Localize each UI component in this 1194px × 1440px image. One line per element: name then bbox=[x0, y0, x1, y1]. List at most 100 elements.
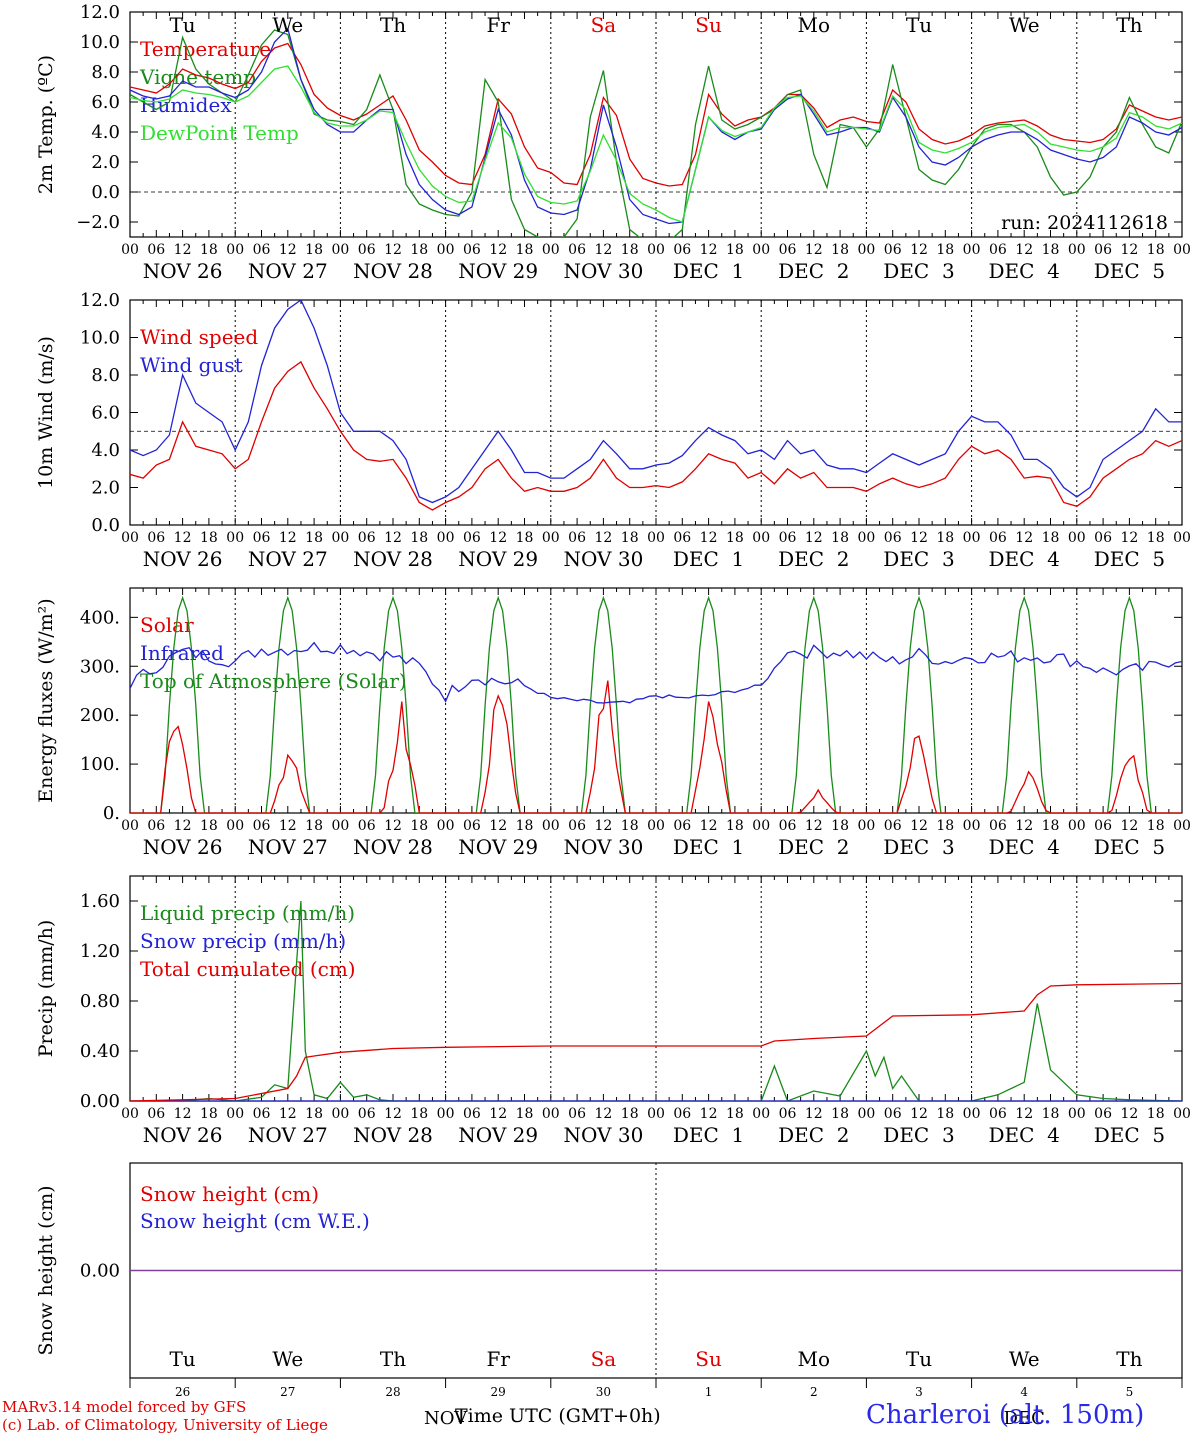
hour-tick-label: 06 bbox=[884, 1106, 902, 1122]
hour-tick-label: 18 bbox=[305, 242, 323, 258]
hour-tick-label: 12 bbox=[174, 530, 192, 546]
series-group bbox=[130, 595, 1182, 813]
date-label: NOV 30 bbox=[564, 259, 644, 283]
hour-tick-label: 18 bbox=[831, 818, 849, 834]
hour-tick-label: 18 bbox=[1147, 242, 1165, 258]
hour-tick-label: 18 bbox=[305, 530, 323, 546]
hour-tick-label: 12 bbox=[1120, 530, 1138, 546]
hour-tick-label: 12 bbox=[279, 1106, 297, 1122]
hour-tick-label: 06 bbox=[673, 242, 691, 258]
y-tick-label: 0.00 bbox=[80, 1091, 120, 1112]
legend-entry: Vigne temp bbox=[139, 65, 256, 89]
hour-tick-label: 00 bbox=[857, 818, 875, 834]
hour-tick-label: 06 bbox=[989, 530, 1007, 546]
hour-tick-label: 06 bbox=[779, 530, 797, 546]
hour-tick-label: 12 bbox=[279, 818, 297, 834]
hour-tick-label: 06 bbox=[463, 818, 481, 834]
hour-tick-label: 00 bbox=[857, 1106, 875, 1122]
hour-tick-label: 00 bbox=[1068, 242, 1086, 258]
legend-entry: Top of Atmosphere (Solar) bbox=[140, 669, 407, 693]
hour-tick-label: 12 bbox=[1120, 1106, 1138, 1122]
hour-tick-label: 12 bbox=[700, 530, 718, 546]
date-label: DEC 3 bbox=[883, 835, 954, 859]
hour-tick-label: 12 bbox=[174, 1106, 192, 1122]
y-tick-label: 0.00 bbox=[80, 1261, 120, 1282]
series-line bbox=[130, 680, 1182, 813]
hour-tick-label: 12 bbox=[384, 1106, 402, 1122]
hour-tick-label: 06 bbox=[989, 242, 1007, 258]
hour-tick-label: 12 bbox=[384, 818, 402, 834]
y-tick-label: 2.0 bbox=[91, 478, 120, 499]
station-label: Charleroi (alt. 150m) bbox=[866, 1400, 1145, 1430]
y-tick-label: 0.80 bbox=[80, 991, 120, 1012]
legend-entry: Wind gust bbox=[140, 353, 243, 377]
y-tick-label: 12.0 bbox=[80, 2, 120, 23]
hour-tick-label: 06 bbox=[147, 1106, 165, 1122]
series-line bbox=[130, 360, 1182, 511]
legend-entry: Solar bbox=[140, 613, 194, 637]
day-number-label: 5 bbox=[1126, 1385, 1134, 1399]
weekday-label: Tu bbox=[169, 1347, 195, 1371]
hour-tick-label: 18 bbox=[621, 530, 639, 546]
hour-tick-label: 06 bbox=[1094, 530, 1112, 546]
y-tick-label: 4.0 bbox=[91, 440, 120, 461]
series-line bbox=[130, 641, 1182, 704]
hour-tick-label: 18 bbox=[516, 530, 534, 546]
date-label: NOV 30 bbox=[564, 547, 644, 571]
date-label: NOV 28 bbox=[353, 1123, 433, 1147]
legend-entry: Snow height (cm) bbox=[140, 1182, 319, 1206]
hour-tick-label: 12 bbox=[910, 530, 928, 546]
hour-tick-label: 12 bbox=[910, 1106, 928, 1122]
hour-tick-label: 12 bbox=[1120, 242, 1138, 258]
hour-tick-label: 18 bbox=[936, 530, 954, 546]
hour-tick-label: 18 bbox=[726, 530, 744, 546]
hour-tick-label: 00 bbox=[1068, 818, 1086, 834]
hour-tick-label: 06 bbox=[147, 242, 165, 258]
date-label: DEC 2 bbox=[778, 1123, 849, 1147]
hour-tick-label: 18 bbox=[305, 818, 323, 834]
hour-tick-label: 00 bbox=[121, 818, 139, 834]
hour-tick-label: 00 bbox=[542, 818, 560, 834]
date-label: DEC 4 bbox=[989, 547, 1060, 571]
date-label: NOV 27 bbox=[248, 259, 328, 283]
hour-tick-label: 06 bbox=[989, 818, 1007, 834]
series-group bbox=[130, 900, 1182, 1101]
weekday-label: Sa bbox=[591, 1347, 617, 1371]
hour-tick-label: 00 bbox=[963, 530, 981, 546]
hour-tick-label: 00 bbox=[331, 818, 349, 834]
run-annotation: run: 2024112618 bbox=[1001, 212, 1168, 234]
series-group bbox=[130, 27, 1182, 237]
credit-line-2: (c) Lab. of Climatology, University of L… bbox=[2, 1416, 328, 1434]
hour-tick-label: 12 bbox=[279, 530, 297, 546]
weekday-label: We bbox=[272, 1347, 303, 1371]
weekday-label: Tu bbox=[906, 1347, 932, 1371]
hour-tick-label: 00 bbox=[857, 242, 875, 258]
weekday-label: Th bbox=[380, 13, 406, 37]
y-tick-label: 1.20 bbox=[80, 941, 120, 962]
hour-tick-label: 12 bbox=[489, 530, 507, 546]
date-label: NOV 30 bbox=[564, 835, 644, 859]
y-tick-label: 400. bbox=[80, 607, 120, 628]
date-label: DEC 4 bbox=[989, 259, 1060, 283]
weekday-label: Th bbox=[1116, 1347, 1142, 1371]
legend-entry: Liquid precip (mm/h) bbox=[140, 901, 355, 925]
date-label: DEC 5 bbox=[1094, 835, 1165, 859]
hour-tick-label: 18 bbox=[305, 1106, 323, 1122]
y-axis-label: 10m Wind (m/s) bbox=[35, 336, 57, 489]
day-number-label: 1 bbox=[705, 1385, 713, 1399]
series-line bbox=[130, 65, 1182, 223]
credit-text: MARv3.14 model forced by GFS (c) Lab. of… bbox=[2, 1398, 328, 1434]
hour-tick-label: 18 bbox=[410, 530, 428, 546]
hour-tick-label: 18 bbox=[200, 530, 218, 546]
hour-tick-label: 06 bbox=[253, 818, 271, 834]
hour-tick-label: 12 bbox=[805, 1106, 823, 1122]
hour-tick-label: 18 bbox=[410, 818, 428, 834]
date-label: NOV 28 bbox=[353, 835, 433, 859]
hour-tick-label: 00 bbox=[226, 818, 244, 834]
date-label: DEC 1 bbox=[673, 547, 744, 571]
series-line bbox=[130, 982, 1182, 1101]
date-label: NOV 28 bbox=[353, 547, 433, 571]
hour-tick-label: 12 bbox=[279, 242, 297, 258]
hour-tick-label: 00 bbox=[1173, 1106, 1191, 1122]
hour-tick-label: 06 bbox=[568, 242, 586, 258]
